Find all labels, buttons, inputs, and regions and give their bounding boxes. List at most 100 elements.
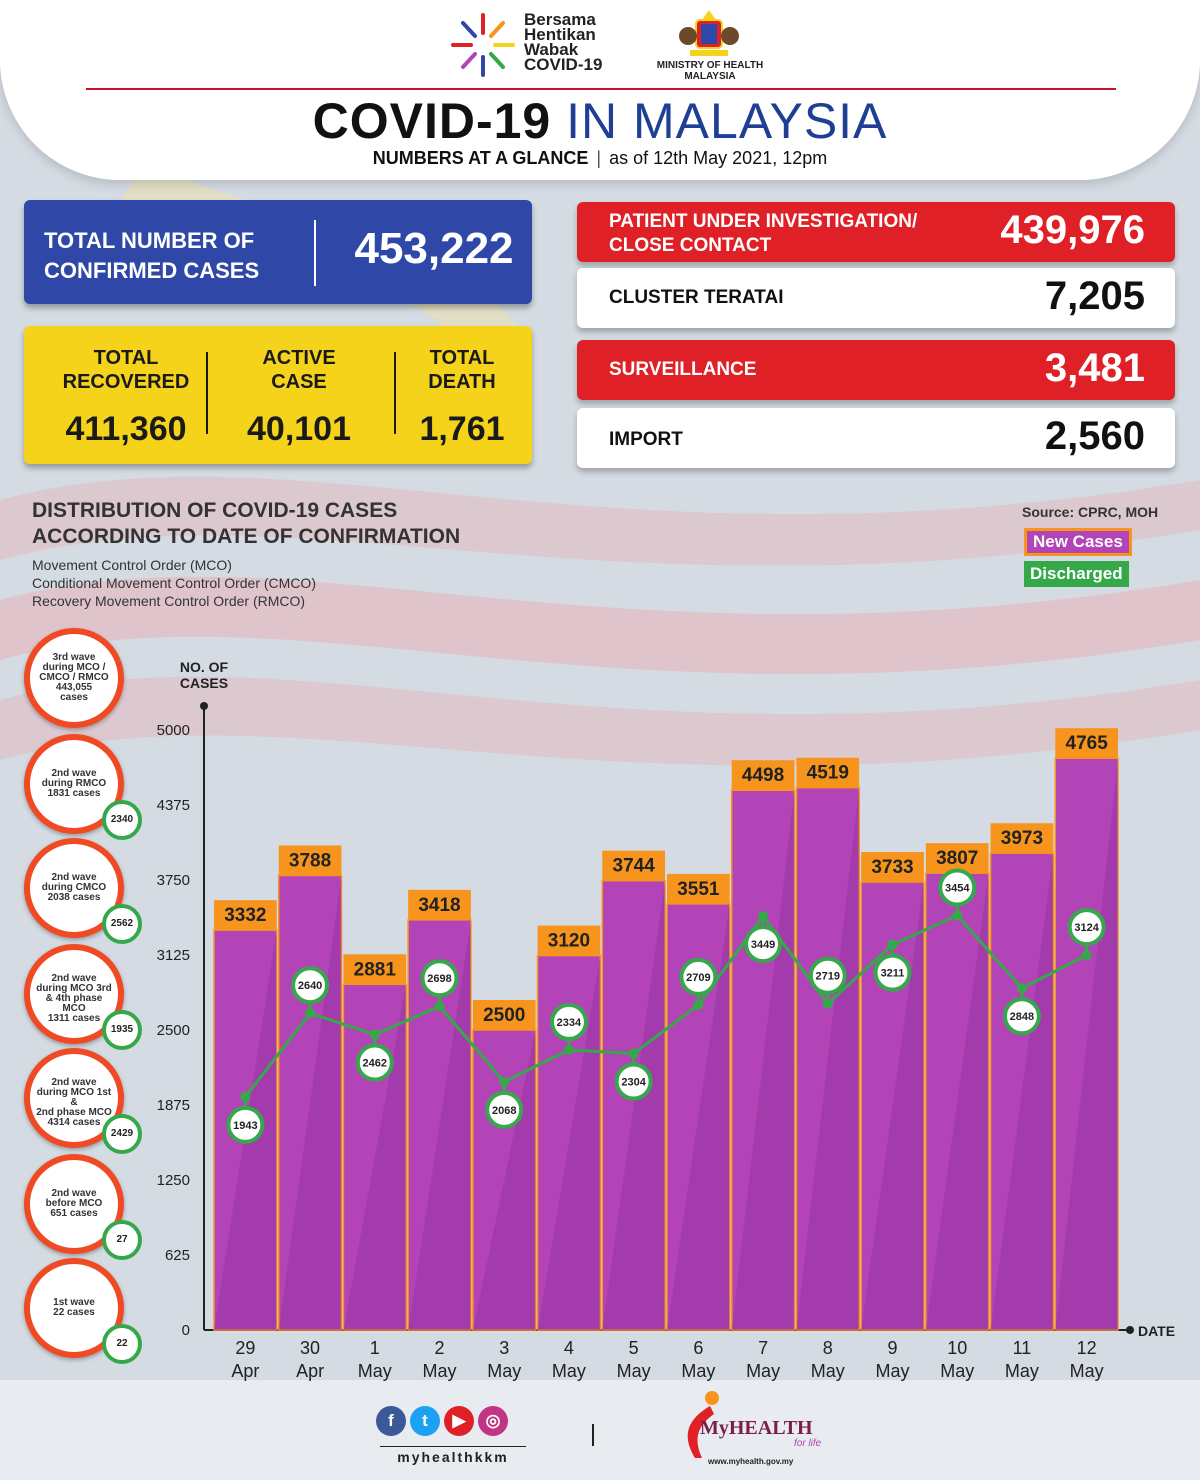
bar-value-label: 2500 — [483, 1005, 525, 1026]
discharged-value-label: 2304 — [621, 1077, 646, 1089]
wave-text: & 4th phase MCO — [45, 993, 103, 1014]
bar-value-bg — [537, 925, 601, 956]
wave-circle: 3rd wave during MCO / CMCO / RMCO 443,055 ca… — [24, 628, 124, 728]
discharged-value-label: 2709 — [686, 972, 710, 984]
x-tick-label: May — [875, 1361, 909, 1381]
wave-text: 3rd wave — [52, 652, 96, 663]
x-tick-label: May — [358, 1361, 392, 1381]
y-tick-label: 0 — [182, 1322, 190, 1339]
wave-text: 1311 cases — [47, 1013, 101, 1024]
wave-text: 1831 cases — [47, 788, 101, 799]
wave-text: 2nd wave — [51, 973, 97, 984]
wave-text: 2nd phase MCO — [36, 1107, 112, 1118]
wave-text: 2nd wave — [51, 1188, 97, 1199]
x-tick-label: 9 — [887, 1338, 897, 1358]
wave-circle: 2nd wave during CMCO 2038 cases 2562 — [24, 838, 142, 944]
bar-value-label: 3788 — [289, 850, 331, 871]
bar-value-label: 3807 — [936, 848, 978, 869]
wave-text: during MCO / — [42, 662, 106, 673]
bar-shade — [925, 873, 989, 1330]
discharged-badge — [291, 966, 330, 1005]
social-icons: f t ▶ ◎ — [376, 1406, 512, 1436]
bar-shade — [214, 930, 277, 1330]
twitter-icon[interactable]: t — [410, 1406, 440, 1436]
bar — [730, 789, 796, 1331]
bar-shade — [731, 790, 795, 1330]
x-tick-label: Apr — [296, 1361, 324, 1381]
discharged-badge — [549, 1002, 588, 1041]
discharged-badge — [808, 956, 847, 995]
wave-text: during MCO 3rd — [36, 983, 112, 994]
x-tick-label: 30 — [300, 1338, 320, 1358]
bar-shade — [861, 882, 924, 1330]
x-tick-label: May — [811, 1361, 845, 1381]
bar-value-label: 3744 — [613, 856, 656, 877]
wave-circle: 2nd wave during RMCO 1831 cases 2340 — [24, 734, 142, 840]
campaign-sun-logo-icon — [451, 13, 515, 77]
discharged-value-label: 2462 — [363, 1058, 387, 1070]
total-confirmed-box: TOTAL NUMBER OF CONFIRMED CASES 453,222 — [24, 200, 532, 304]
chart-title: DISTRIBUTION OF COVID-19 CASES ACCORDING… — [32, 499, 461, 548]
x-tick-label: 2 — [434, 1338, 444, 1358]
discharged-badge — [420, 959, 459, 998]
discharged-badge — [744, 925, 783, 964]
ministry-crest-icon — [679, 10, 739, 56]
total-confirmed-value: 453,222 — [354, 224, 514, 273]
bar-value-bg — [343, 954, 407, 985]
bar-value-label: 3120 — [548, 931, 590, 952]
bar-value-bg — [861, 852, 924, 883]
y-tick-label: 625 — [165, 1247, 190, 1264]
discharged-value-label: 2848 — [1010, 1011, 1034, 1023]
instagram-icon[interactable]: ◎ — [478, 1406, 508, 1436]
bar — [277, 874, 343, 1331]
wave-text: 22 cases — [53, 1307, 95, 1318]
x-tick-label: May — [746, 1361, 780, 1381]
discharged-badge — [226, 1105, 265, 1144]
social-handle: myhealthkkm — [380, 1446, 526, 1465]
wave-text: 4314 cases — [47, 1117, 101, 1128]
bar-value-label: 3733 — [871, 857, 913, 878]
discharged-value-label: 2698 — [427, 973, 451, 985]
wave-discharged-badge: 1935 — [102, 1010, 142, 1050]
bar-value-bg — [990, 823, 1054, 854]
y-axis-label: NO. OF CASES — [180, 659, 229, 691]
x-tick-label: May — [487, 1361, 521, 1381]
x-tick-label: May — [1005, 1361, 1039, 1381]
page-title: COVID-19 IN MALAYSIA — [312, 93, 888, 149]
x-tick-label: 10 — [947, 1338, 967, 1358]
bar-value-bg — [925, 843, 989, 874]
total-confirmed-label: TOTAL NUMBER OF CONFIRMED CASES — [44, 228, 260, 283]
recovered-stat: TOTAL RECOVERED 411,360 — [62, 347, 190, 448]
bar-shade — [472, 1030, 536, 1330]
wave-discharged-badge: 2562 — [102, 904, 142, 944]
page-subtitle: NUMBERS AT A GLANCE | as of 12th May 2021,… — [372, 148, 828, 168]
wave-text: 2nd wave — [51, 872, 97, 883]
campaign-text: Bersama Hentikan Wabak COVID-19 — [524, 10, 603, 74]
wave-circle: 1st wave 22 cases 22 — [24, 1258, 142, 1364]
discharged-line — [244, 913, 1088, 1098]
wave-text: CMCO / RMCO — [39, 672, 109, 683]
death-stat: TOTAL DEATH 1,761 — [419, 347, 505, 448]
wave-circle: 2nd wave during MCO 3rd & 4th phase MCO 131… — [24, 944, 142, 1050]
wave-discharged-badge: 22 — [102, 1324, 142, 1364]
facebook-icon[interactable]: f — [376, 1406, 406, 1436]
x-tick-label: May — [422, 1361, 456, 1381]
x-tick-label: Apr — [231, 1361, 259, 1381]
bar-value-bg — [472, 1000, 536, 1030]
x-axis-label: DATE — [1138, 1323, 1175, 1339]
discharged-value-label: 2068 — [492, 1105, 516, 1117]
y-tick-label: 4375 — [157, 797, 190, 814]
wave-text: before MCO — [45, 1198, 103, 1209]
bar-shade — [667, 903, 730, 1330]
bar-value-bg — [796, 757, 860, 788]
import-stat: IMPORT 2,560 — [577, 408, 1175, 468]
x-tick-label: 5 — [629, 1338, 639, 1358]
x-tick-label: 12 — [1077, 1338, 1097, 1358]
wave-text: 443,055 — [55, 682, 93, 693]
y-tick-label: 1875 — [157, 1097, 190, 1114]
youtube-icon[interactable]: ▶ — [444, 1406, 474, 1436]
myhealth-brand: MyHEALTH — [700, 1417, 813, 1439]
wave-text: 1st wave — [53, 1297, 95, 1308]
y-axis-end — [200, 702, 208, 710]
